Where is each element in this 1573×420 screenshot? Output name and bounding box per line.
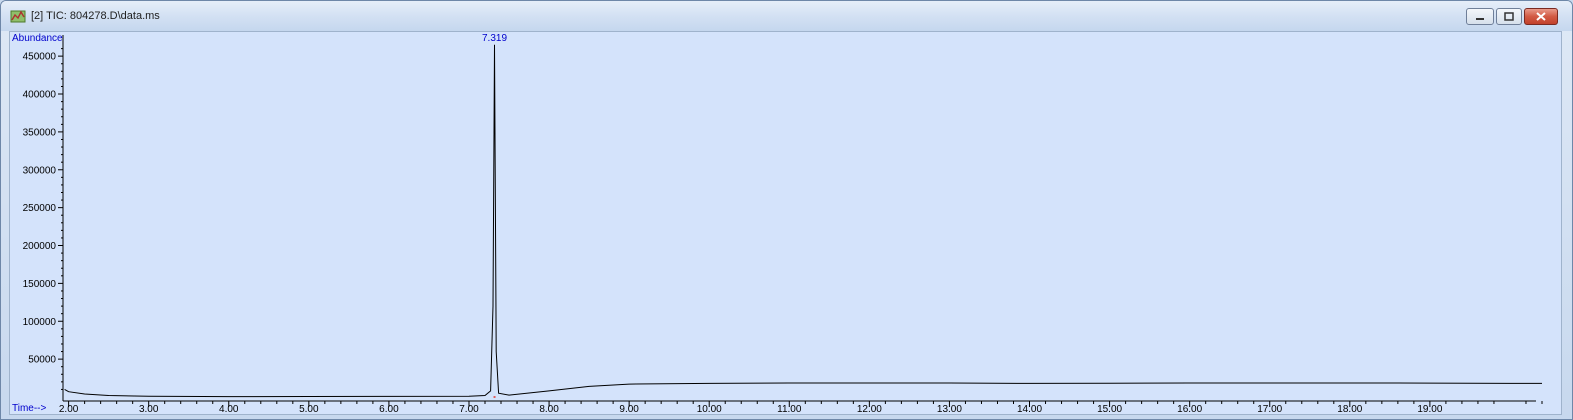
peak-label: 7.319 [482, 33, 507, 44]
y-tick-label: 350000 [23, 127, 57, 138]
y-tick-label: 200000 [23, 241, 57, 252]
x-tick-label: 8.00 [539, 404, 559, 415]
x-tick-label: 7.00 [459, 404, 479, 415]
x-tick-label: 12.00 [857, 404, 882, 415]
x-tick-label: 13.00 [937, 404, 962, 415]
y-tick-label: 150000 [23, 279, 57, 290]
x-tick-label: 18.00 [1337, 404, 1362, 415]
x-tick-label: 9.00 [619, 404, 639, 415]
close-icon [1536, 12, 1546, 21]
close-button[interactable] [1524, 8, 1558, 25]
x-tick-label: 17.00 [1257, 404, 1282, 415]
chromatogram-app-icon [10, 10, 26, 23]
x-tick-label: 10.00 [697, 404, 722, 415]
minimize-button[interactable] [1466, 8, 1494, 25]
y-tick-label: 100000 [23, 317, 57, 328]
x-tick-label: 5.00 [299, 404, 319, 415]
x-tick-label: 16.00 [1177, 404, 1202, 415]
y-tick-label: 450000 [23, 52, 57, 63]
maximize-icon [1504, 12, 1514, 21]
x-tick-label: 4.00 [219, 404, 239, 415]
x-tick-label: 3.00 [139, 404, 159, 415]
tic-trace-line [64, 44, 1542, 398]
y-tick-label: 300000 [23, 165, 57, 176]
x-tick-label: 2.00 [59, 404, 79, 415]
x-tick-label: 19.00 [1417, 404, 1442, 415]
y-axis-label: Abundance [12, 33, 63, 44]
x-tick-label: 14.00 [1017, 404, 1042, 415]
title-bar[interactable]: [2] TIC: 804278.D\data.ms [1, 1, 1572, 31]
window-title: [2] TIC: 804278.D\data.ms [31, 10, 160, 22]
x-tick-label: 6.00 [379, 404, 399, 415]
x-tick-label: 11.00 [777, 404, 802, 415]
y-tick-label: 250000 [23, 203, 57, 214]
x-tick-label: 15.00 [1097, 404, 1122, 415]
x-axis-label: Time--> [12, 403, 47, 414]
minimize-icon [1476, 18, 1484, 20]
maximize-button[interactable] [1496, 8, 1522, 25]
y-tick-label: 50000 [28, 355, 56, 366]
chromatogram-plot-area[interactable] [9, 31, 1562, 415]
y-tick-label: 400000 [23, 90, 57, 101]
